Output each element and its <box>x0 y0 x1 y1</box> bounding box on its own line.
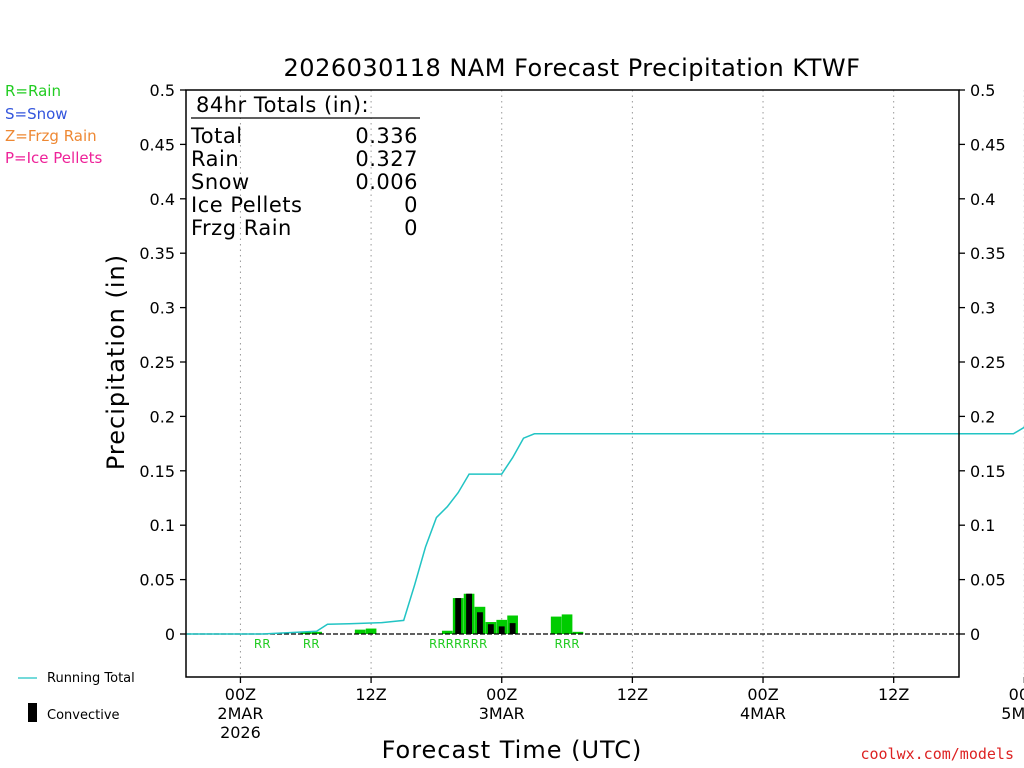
totals-value-ice-pellets: 0 <box>404 193 418 217</box>
x-tick-label: 00Z <box>225 685 256 704</box>
y-tick-label-right: 0.1 <box>970 516 995 535</box>
convective-bar <box>498 626 505 634</box>
y-tick-label: 0.3 <box>150 299 175 318</box>
y-tick-label: 0.5 <box>150 81 175 100</box>
y-tick-label-right: 0.15 <box>970 462 1006 481</box>
y-tick-label-right: 0.4 <box>970 190 995 209</box>
legend-convective: Convective <box>47 708 120 723</box>
precip-bar <box>441 630 453 634</box>
totals-label-snow: Snow <box>191 170 250 194</box>
precip-bar <box>354 629 366 634</box>
key-rain: R=Rain <box>5 82 61 100</box>
ptype-letter-group: RR <box>303 637 320 651</box>
x-tick-label: 12Z <box>355 685 386 704</box>
y-tick-label-right: 0.45 <box>970 135 1006 154</box>
y-tick-label-right: 0.3 <box>970 299 995 318</box>
y-tick-label: 0.4 <box>150 190 175 209</box>
y-axis-label: Precipitation (in) <box>102 254 130 470</box>
precip-bar <box>550 616 562 634</box>
x-tick-label: 12Z <box>617 685 648 704</box>
chart-title: 2026030118 NAM Forecast Precipitation KT… <box>284 54 861 82</box>
precip-bar <box>311 631 322 634</box>
totals-label-frzg-rain: Frzg Rain <box>191 216 292 240</box>
x-axis: 00Z2MAR202612Z00Z3MAR12Z00Z4MAR12Z00Z5MA… <box>217 677 1024 742</box>
precip-bar <box>561 614 573 634</box>
convective-bar <box>466 593 473 634</box>
convective-bar <box>477 612 483 634</box>
y-tick-label: 0 <box>165 625 175 644</box>
ptype-letter-group: RR <box>254 637 271 651</box>
ptype-letters: RRRRRRRRRRRRRRRRRRRRS <box>254 637 580 651</box>
y-axis: 0 00.05 0.050.1 0.10.15 0.150.2 0.20.25 0.250.… <box>139 81 1005 644</box>
y-tick-label: 0.15 <box>139 462 175 481</box>
y-tick-label: 0.45 <box>139 135 175 154</box>
totals-label-total: Total <box>190 124 243 148</box>
totals-value-rain: 0.327 <box>355 147 418 171</box>
ptype-key: R=Rain S=Snow Z=Frzg Rain P=Ice Pellets <box>5 82 102 167</box>
y-tick-label-right: 0 <box>970 625 980 644</box>
totals-label-rain: Rain <box>191 147 239 171</box>
y-tick-label: 0.05 <box>139 571 175 590</box>
y-tick-label-right: 0.35 <box>970 244 1006 263</box>
precip-bar <box>300 631 312 634</box>
y-tick-label-right: 0.05 <box>970 571 1006 590</box>
x-tick-label: 00Z <box>486 685 517 704</box>
y-tick-label-right: 0.25 <box>970 353 1006 372</box>
totals-box: 84hr Totals (in): Total 0.336 Rain 0.327… <box>190 93 420 240</box>
totals-value-total: 0.336 <box>355 124 418 148</box>
running-total-line <box>186 425 1024 635</box>
legend-convective-swatch <box>28 703 37 722</box>
totals-label-ice-pellets: Ice Pellets <box>191 193 302 217</box>
y-tick-label-right: 0.2 <box>970 407 995 426</box>
x-tick-label: 00Z <box>747 685 778 704</box>
precip-bars <box>186 593 959 635</box>
y-tick-label: 0.25 <box>139 353 175 372</box>
totals-header: 84hr Totals (in): <box>196 93 369 117</box>
y-tick-label: 0.35 <box>139 244 175 263</box>
credit-text: coolwx.com/models <box>860 745 1014 763</box>
x-tick-label: 5MAR <box>1001 704 1024 723</box>
ptype-letter-group: RRRRRRR <box>429 637 487 651</box>
key-snow: S=Snow <box>5 105 68 123</box>
convective-bar <box>455 598 462 634</box>
precip-bar <box>572 631 584 634</box>
x-tick-label: 3MAR <box>479 704 525 723</box>
running-total-layer <box>186 425 1024 635</box>
key-frzg-rain: Z=Frzg Rain <box>5 127 97 145</box>
ptype-letter-group: RRR <box>555 637 580 651</box>
precip-bar <box>365 628 377 634</box>
x-tick-label: 12Z <box>878 685 909 704</box>
plot-frame <box>185 89 960 678</box>
key-ice-pellets: P=Ice Pellets <box>5 149 102 167</box>
x-tick-label: 2026 <box>220 723 261 742</box>
legend: Running Total Convective <box>18 671 135 723</box>
convective-bar <box>487 624 494 634</box>
x-tick-label: 4MAR <box>740 704 786 723</box>
legend-running-total: Running Total <box>47 671 135 686</box>
x-tick-label: 00Z <box>1009 685 1024 704</box>
y-tick-label: 0.2 <box>150 407 175 426</box>
y-tick-label-right: 0.5 <box>970 81 995 100</box>
x-tick-label: 2MAR <box>217 704 263 723</box>
convective-bar <box>509 623 516 634</box>
totals-value-frzg-rain: 0 <box>404 216 418 240</box>
totals-value-snow: 0.006 <box>355 170 418 194</box>
y-tick-label: 0.1 <box>150 516 175 535</box>
x-axis-label: Forecast Time (UTC) <box>382 736 643 764</box>
